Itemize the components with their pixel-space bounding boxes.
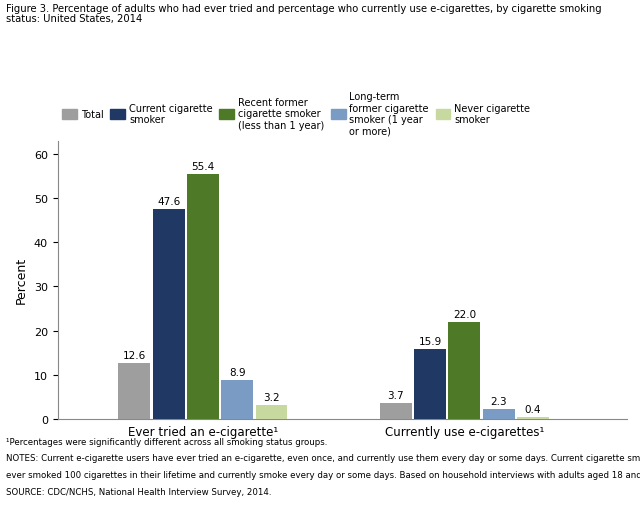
Text: status: United States, 2014: status: United States, 2014 (6, 14, 143, 24)
Text: 22.0: 22.0 (453, 309, 476, 319)
Text: Figure 3. Percentage of adults who had ever tried and percentage who currently u: Figure 3. Percentage of adults who had e… (6, 4, 602, 14)
Text: ever smoked 100 cigarettes in their lifetime and currently smoke every day or so: ever smoked 100 cigarettes in their life… (6, 470, 640, 479)
Text: 0.4: 0.4 (525, 405, 541, 414)
Text: 3.2: 3.2 (263, 392, 280, 402)
Bar (221, 380, 253, 419)
Text: NOTES: Current e-cigarette users have ever tried an e-cigarette, even once, and : NOTES: Current e-cigarette users have ev… (6, 453, 640, 463)
Text: 12.6: 12.6 (123, 350, 146, 361)
Bar (255, 405, 287, 419)
Text: 8.9: 8.9 (229, 367, 246, 377)
Legend: Total, Current cigarette
smoker, Recent former
cigarette smoker
(less than 1 yea: Total, Current cigarette smoker, Recent … (63, 92, 530, 136)
Bar (187, 175, 219, 419)
Bar (380, 403, 412, 419)
Text: SOURCE: CDC/NCHS, National Health Interview Survey, 2014.: SOURCE: CDC/NCHS, National Health Interv… (6, 487, 272, 496)
Bar (449, 322, 481, 419)
Text: 47.6: 47.6 (157, 196, 180, 206)
Text: ¹Percentages were significantly different across all smoking status groups.: ¹Percentages were significantly differen… (6, 437, 328, 446)
Bar (152, 209, 184, 419)
Text: 55.4: 55.4 (191, 162, 214, 172)
Y-axis label: Percent: Percent (15, 257, 28, 304)
Bar (118, 364, 150, 419)
Bar (414, 349, 446, 419)
Text: 2.3: 2.3 (490, 396, 507, 406)
Text: 15.9: 15.9 (419, 336, 442, 346)
Bar (517, 418, 549, 419)
Text: 3.7: 3.7 (388, 390, 404, 400)
Bar (483, 409, 515, 419)
